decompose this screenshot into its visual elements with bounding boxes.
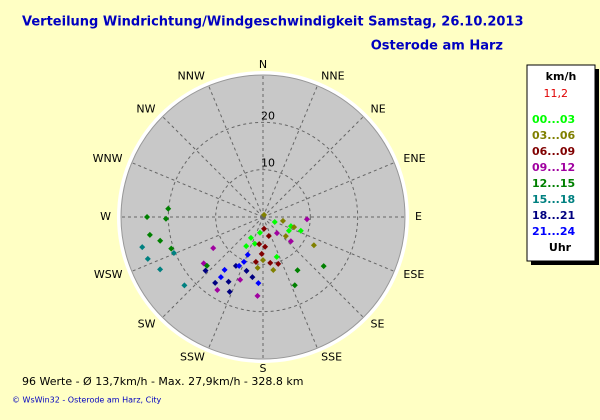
wind-point: [247, 234, 254, 241]
wind-point: [243, 267, 250, 274]
legend-entry: 00...03: [532, 113, 575, 126]
ring: [215, 169, 311, 265]
wind-point: [221, 266, 228, 273]
direction-label: SSE: [321, 350, 342, 363]
wind-point: [294, 267, 301, 274]
wind-point: [285, 227, 292, 234]
wind-point: [225, 278, 232, 285]
legend-entry: 18...21: [532, 209, 575, 222]
wind-point: [270, 266, 277, 273]
wind-point: [265, 233, 272, 240]
wind-point: [256, 229, 263, 236]
direction-label: NW: [136, 103, 155, 116]
direction-label: S: [260, 362, 267, 375]
wind-point: [254, 292, 261, 299]
chart-subtitle: Osterode am Harz: [371, 39, 503, 54]
ring: [167, 121, 359, 313]
wind-point: [165, 205, 172, 212]
legend-entry: 06...09: [532, 145, 575, 158]
wind-point: [256, 241, 263, 248]
wind-point: [217, 274, 224, 281]
wind-point: [261, 225, 268, 232]
legend-box: [526, 64, 596, 262]
legend-value: 11,2: [544, 87, 569, 100]
wind-point: [287, 238, 294, 245]
wind-point: [144, 255, 151, 262]
chart-title: Verteilung Windrichtung/Windgeschwindigk…: [22, 15, 524, 30]
wind-point: [157, 266, 164, 273]
direction-label: W: [100, 210, 111, 223]
legend-entry: 12...15: [532, 177, 575, 190]
wind-point: [236, 262, 243, 269]
wind-point: [261, 211, 268, 218]
r-tick-label: 20: [261, 109, 275, 122]
legend-unit: km/h: [546, 70, 577, 83]
footer-stats: 96 Werte - Ø 13,7km/h - Max. 27,9km/h - …: [22, 375, 303, 388]
direction-label: NNW: [177, 70, 204, 83]
wind-point: [214, 287, 221, 294]
direction-label: WNW: [93, 152, 123, 165]
wind-point: [144, 214, 151, 220]
wind-point: [251, 240, 258, 247]
wind-point: [181, 282, 188, 289]
wind-point: [162, 215, 169, 222]
direction-label: N: [259, 58, 267, 71]
wind-point: [303, 216, 310, 223]
credit: © WsWin32 - Osterode am Harz, City: [12, 396, 162, 405]
wind-point: [297, 227, 304, 234]
direction-label: SW: [138, 317, 156, 330]
wind-point: [237, 276, 244, 283]
wind-point: [244, 251, 251, 258]
wind-point: [170, 249, 177, 256]
wind-point: [260, 257, 266, 264]
wind-point: [212, 279, 219, 286]
wind-point: [243, 243, 250, 250]
wind-point: [146, 231, 153, 238]
wind-point: [240, 258, 247, 265]
wind-point: [291, 224, 298, 231]
direction-label: ENE: [403, 152, 425, 165]
wind-point: [282, 233, 289, 240]
wind-point: [254, 264, 261, 271]
direction-label: WSW: [94, 268, 123, 281]
direction-label: ESE: [403, 268, 424, 281]
legend-entry: 15...18: [532, 193, 575, 206]
wind-point: [252, 258, 259, 265]
wind-point: [273, 230, 280, 237]
direction-label: E: [415, 210, 422, 223]
wind-point: [255, 280, 262, 287]
legend-entry: 03...06: [532, 129, 575, 142]
wind-point: [226, 288, 233, 295]
legend-entry: 21...24: [532, 225, 575, 238]
wind-point: [232, 262, 239, 269]
wind-point: [139, 244, 146, 251]
wind-point: [273, 253, 280, 260]
legend-entry: 09...12: [532, 161, 575, 174]
wind-point: [202, 267, 209, 274]
legend-footer: Uhr: [549, 241, 572, 254]
direction-label: NNE: [321, 70, 344, 83]
r-tick-label: 10: [261, 157, 275, 170]
direction-label: SE: [370, 317, 384, 330]
wind-point: [168, 245, 175, 252]
wind-point: [310, 242, 317, 249]
direction-label: NE: [370, 103, 385, 116]
wind-point: [258, 250, 265, 257]
wind-point: [279, 217, 286, 224]
wind-point: [271, 218, 278, 225]
wind-point: [320, 263, 327, 270]
wind-point: [267, 259, 274, 266]
wind-point: [203, 262, 210, 269]
wind-point: [275, 260, 282, 267]
wind-point: [291, 282, 298, 289]
wind-point: [262, 243, 269, 250]
wind-point: [249, 274, 256, 281]
wind-point: [157, 237, 164, 244]
wind-point: [210, 245, 217, 252]
direction-label: SSW: [180, 350, 205, 363]
